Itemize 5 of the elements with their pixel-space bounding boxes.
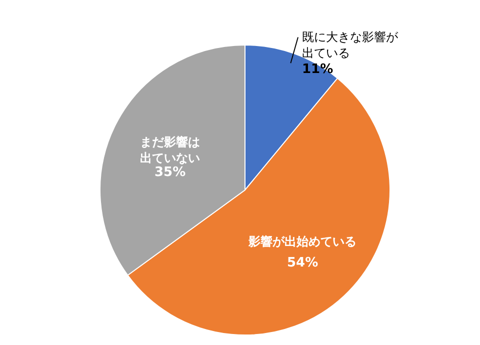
slice-label: 既に大きな影響が出ている (302, 30, 400, 60)
data-label: 35% (154, 164, 186, 180)
slice-label: 影響が出始めている (248, 234, 357, 248)
slice-label: まだ影響は出ていない (140, 134, 200, 165)
data-label: 54% (287, 255, 318, 270)
